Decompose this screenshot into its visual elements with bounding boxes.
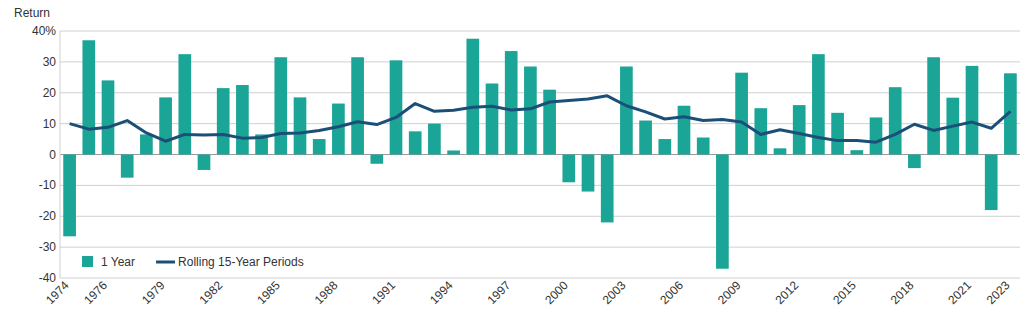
bar: [697, 138, 710, 155]
bar: [543, 90, 556, 155]
legend-swatch: [82, 256, 93, 267]
x-tick-label: 2003: [600, 278, 629, 307]
y-tick-label: 10: [43, 117, 57, 131]
x-tick-label: 1994: [427, 278, 456, 307]
bar: [793, 105, 806, 154]
x-tick-label: 2018: [888, 278, 917, 307]
bar: [313, 139, 326, 154]
axis-title: Return: [14, 6, 50, 20]
x-tick-label: 2000: [542, 278, 571, 307]
bar: [889, 87, 902, 154]
bar: [178, 54, 191, 154]
bar: [620, 67, 633, 155]
bar: [678, 106, 691, 155]
x-tick-label: 2023: [984, 278, 1013, 307]
bar: [370, 155, 383, 164]
y-tick-label: -40: [39, 271, 57, 285]
bar: [236, 85, 249, 154]
bar: [850, 150, 863, 154]
grid-line: [60, 31, 1020, 32]
bar: [140, 134, 153, 154]
x-tick-label: 1979: [139, 278, 168, 307]
bar: [966, 66, 979, 155]
x-tick-label: 1982: [197, 278, 226, 307]
x-tick-label: 2021: [945, 278, 974, 307]
bar: [198, 155, 211, 170]
bar: [831, 113, 844, 155]
bar: [716, 155, 729, 269]
bar: [159, 97, 172, 154]
x-tick-label: 2006: [657, 278, 686, 307]
bar: [870, 117, 883, 154]
bar: [486, 83, 499, 154]
x-tick-label: 2012: [773, 278, 802, 307]
bar: [927, 57, 940, 154]
grid-line: [60, 185, 1020, 186]
bar: [562, 155, 575, 183]
chart: Return -40 -30 -20 -10 0 10 20 30 40% 1974 1976 1979…: [0, 0, 1035, 333]
x-tick-label: 1991: [369, 278, 398, 307]
bar: [985, 155, 998, 211]
bar: [505, 51, 518, 154]
x-tick-label: 1988: [312, 278, 341, 307]
x-tick-label: 1976: [81, 278, 110, 307]
x-tick-label: 2015: [830, 278, 859, 307]
grid-line: [60, 92, 1020, 93]
y-tick-label: -20: [39, 209, 57, 223]
bar: [217, 88, 230, 154]
bar: [63, 155, 76, 237]
y-tick-label: 40%: [32, 24, 56, 38]
y-tick-label: 20: [43, 86, 57, 100]
y-tick-label: -30: [39, 240, 57, 254]
y-tick-label: -10: [39, 178, 57, 192]
bar: [121, 155, 134, 178]
grid-line: [60, 216, 1020, 217]
bar: [351, 57, 364, 154]
bar: [582, 155, 595, 192]
bar: [409, 131, 422, 154]
bar: [774, 148, 787, 154]
bar: [102, 80, 115, 154]
plot-marks: [63, 39, 1016, 269]
legend: 1 Year Rolling 15-Year Periods: [82, 255, 304, 269]
bar: [658, 139, 671, 154]
legend-label: 1 Year: [101, 255, 135, 269]
bar: [447, 150, 460, 154]
y-axis-line: [60, 31, 61, 278]
legend-label: Rolling 15-Year Periods: [178, 255, 304, 269]
bar: [601, 155, 614, 223]
bar: [82, 40, 95, 154]
x-tick-label: 2009: [715, 278, 744, 307]
y-tick-label: 0: [49, 148, 56, 162]
bar: [294, 97, 307, 154]
x-tick-label: 1985: [254, 278, 283, 307]
bar: [390, 60, 403, 154]
x-tick-label: 1974: [43, 278, 72, 307]
grid-line: [60, 247, 1020, 248]
bar: [735, 73, 748, 155]
bar: [639, 121, 652, 155]
grid-line: [60, 278, 1020, 279]
bar: [274, 57, 287, 154]
bar: [908, 155, 921, 169]
y-tick-label: 30: [43, 55, 57, 69]
line: [70, 96, 1011, 142]
legend-swatch: [156, 261, 175, 264]
bar: [466, 39, 479, 155]
bar: [428, 124, 441, 155]
grid-line: [60, 61, 1020, 62]
x-tick-label: 1997: [485, 278, 514, 307]
